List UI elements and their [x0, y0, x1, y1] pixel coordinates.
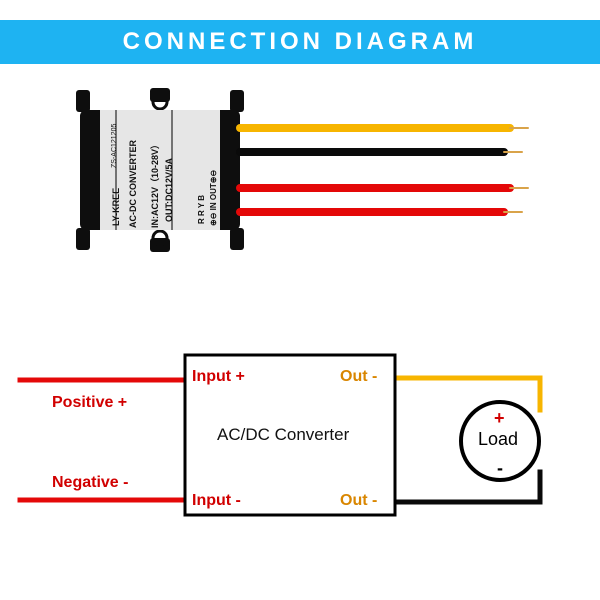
label-out-minus-top: Out - [340, 368, 377, 386]
label-load: Load [478, 429, 518, 450]
device-pin-row1: R R Y B [197, 195, 206, 224]
label-out-minus-bottom: Out - [340, 492, 377, 510]
load-minus-icon: - [497, 458, 503, 479]
label-input-plus: Input + [192, 368, 245, 386]
device-brand: LY-KREE [111, 188, 121, 226]
label-converter-title: AC/DC Converter [217, 425, 349, 445]
device-out-spec: OUT:DC12V/5A [164, 158, 174, 222]
device-in-spec: IN:AC12V（10-28V） [148, 140, 161, 228]
label-positive: Positive + [52, 394, 127, 412]
device-pin-row2: ⊕⊖ IN OUT⊕⊖ [209, 170, 218, 226]
label-negative: Negative - [52, 474, 128, 492]
label-input-minus: Input - [192, 492, 241, 510]
load-plus-icon: + [494, 408, 505, 429]
diagram-stage: CONNECTION DIAGRAM LY-KREE ZS-AC121205 A… [0, 0, 600, 600]
drawing-layer [0, 0, 600, 600]
device-type: AC-DC CONVERTER [128, 140, 138, 228]
device-model: ZS-AC121205 [111, 124, 118, 168]
